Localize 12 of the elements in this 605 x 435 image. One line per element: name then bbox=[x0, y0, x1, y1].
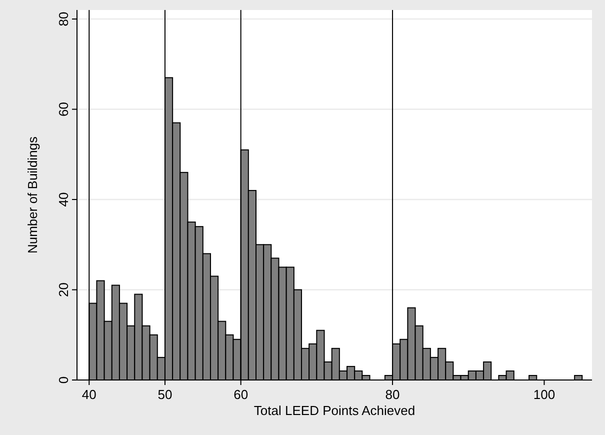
y-tick-label: 0 bbox=[56, 376, 71, 384]
y-tick-label: 20 bbox=[56, 282, 71, 297]
x-tick-label: 100 bbox=[533, 387, 556, 402]
x-axis-title: Total LEED Points Achieved bbox=[254, 403, 416, 418]
x-tick-label: 80 bbox=[385, 387, 400, 402]
y-axis-title: Number of Buildings bbox=[25, 136, 40, 254]
y-tick-label: 40 bbox=[56, 192, 71, 207]
y-tick-label: 80 bbox=[56, 12, 71, 26]
x-tick-label: 40 bbox=[82, 387, 96, 402]
x-tick-label: 50 bbox=[158, 387, 172, 402]
y-tick-label: 60 bbox=[56, 102, 71, 117]
x-tick-label: 60 bbox=[234, 387, 248, 402]
